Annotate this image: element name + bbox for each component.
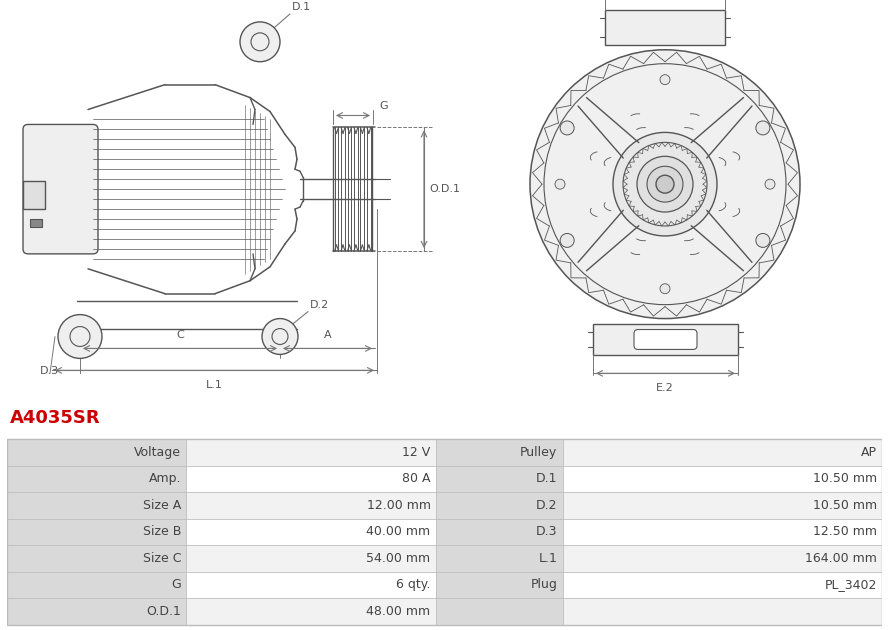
Circle shape <box>765 179 775 189</box>
Bar <box>605 10 725 45</box>
Bar <box>436 571 563 598</box>
Circle shape <box>530 50 800 319</box>
FancyBboxPatch shape <box>23 125 98 254</box>
Text: 12.00 mm: 12.00 mm <box>366 499 430 512</box>
Circle shape <box>647 166 683 202</box>
Bar <box>187 571 436 598</box>
Bar <box>7 439 187 466</box>
Bar <box>23 181 45 209</box>
Text: D.1: D.1 <box>292 2 311 12</box>
Bar <box>7 571 187 598</box>
Bar <box>436 598 563 624</box>
Text: Amp.: Amp. <box>148 472 181 485</box>
Bar <box>7 439 882 624</box>
Text: 10.50 mm: 10.50 mm <box>813 472 877 485</box>
Bar <box>563 598 882 624</box>
Text: A4035SR: A4035SR <box>10 409 100 427</box>
Text: Plug: Plug <box>531 578 557 592</box>
Text: E.2: E.2 <box>656 383 674 393</box>
Circle shape <box>660 75 670 84</box>
Text: Size C: Size C <box>143 552 181 565</box>
Text: AP: AP <box>861 446 877 459</box>
Text: D.2: D.2 <box>310 300 329 309</box>
Bar <box>7 466 187 492</box>
Bar <box>187 545 436 571</box>
Bar <box>30 219 42 227</box>
Circle shape <box>555 179 565 189</box>
Bar <box>7 545 187 571</box>
Text: 48.00 mm: 48.00 mm <box>366 605 430 618</box>
Text: D.1: D.1 <box>536 472 557 485</box>
Bar <box>187 439 436 466</box>
Text: D.3: D.3 <box>536 525 557 538</box>
Circle shape <box>656 175 674 193</box>
Text: L.1: L.1 <box>206 381 223 391</box>
Circle shape <box>613 132 717 236</box>
Text: A: A <box>324 331 332 340</box>
Bar <box>7 518 187 545</box>
Bar <box>187 598 436 624</box>
Text: D.2: D.2 <box>536 499 557 512</box>
Bar <box>7 598 187 624</box>
Bar <box>563 571 882 598</box>
Bar <box>563 518 882 545</box>
Text: Size B: Size B <box>143 525 181 538</box>
Circle shape <box>637 156 693 212</box>
Bar <box>436 545 563 571</box>
Bar <box>436 439 563 466</box>
Circle shape <box>660 284 670 294</box>
Text: 80 A: 80 A <box>402 472 430 485</box>
Text: C: C <box>176 331 184 340</box>
Text: O.D.1: O.D.1 <box>429 184 460 194</box>
Bar <box>7 492 187 518</box>
Text: G: G <box>172 578 181 592</box>
Circle shape <box>240 22 280 62</box>
Text: 12.50 mm: 12.50 mm <box>813 525 877 538</box>
Text: 12 V: 12 V <box>402 446 430 459</box>
Bar <box>563 466 882 492</box>
Text: Size A: Size A <box>143 499 181 512</box>
Circle shape <box>58 314 102 358</box>
Bar <box>563 492 882 518</box>
Text: 40.00 mm: 40.00 mm <box>366 525 430 538</box>
Bar <box>593 324 738 355</box>
Text: D.3: D.3 <box>40 367 60 376</box>
Circle shape <box>756 121 770 135</box>
Circle shape <box>560 234 574 248</box>
Text: 10.50 mm: 10.50 mm <box>813 499 877 512</box>
Circle shape <box>262 319 298 355</box>
Text: Pulley: Pulley <box>520 446 557 459</box>
Bar <box>436 518 563 545</box>
Text: G: G <box>379 101 388 110</box>
Text: PL_3402: PL_3402 <box>824 578 877 592</box>
Circle shape <box>756 234 770 248</box>
Text: 164.00 mm: 164.00 mm <box>805 552 877 565</box>
Bar <box>436 466 563 492</box>
Bar <box>563 439 882 466</box>
Text: O.D.1: O.D.1 <box>147 605 181 618</box>
FancyBboxPatch shape <box>634 329 697 350</box>
Text: Voltage: Voltage <box>134 446 181 459</box>
Bar <box>436 492 563 518</box>
Bar <box>187 518 436 545</box>
Text: 6 qty.: 6 qty. <box>396 578 430 592</box>
Text: L.1: L.1 <box>539 552 557 565</box>
Bar <box>563 545 882 571</box>
Circle shape <box>560 121 574 135</box>
Bar <box>187 492 436 518</box>
Bar <box>187 466 436 492</box>
Text: 54.00 mm: 54.00 mm <box>366 552 430 565</box>
